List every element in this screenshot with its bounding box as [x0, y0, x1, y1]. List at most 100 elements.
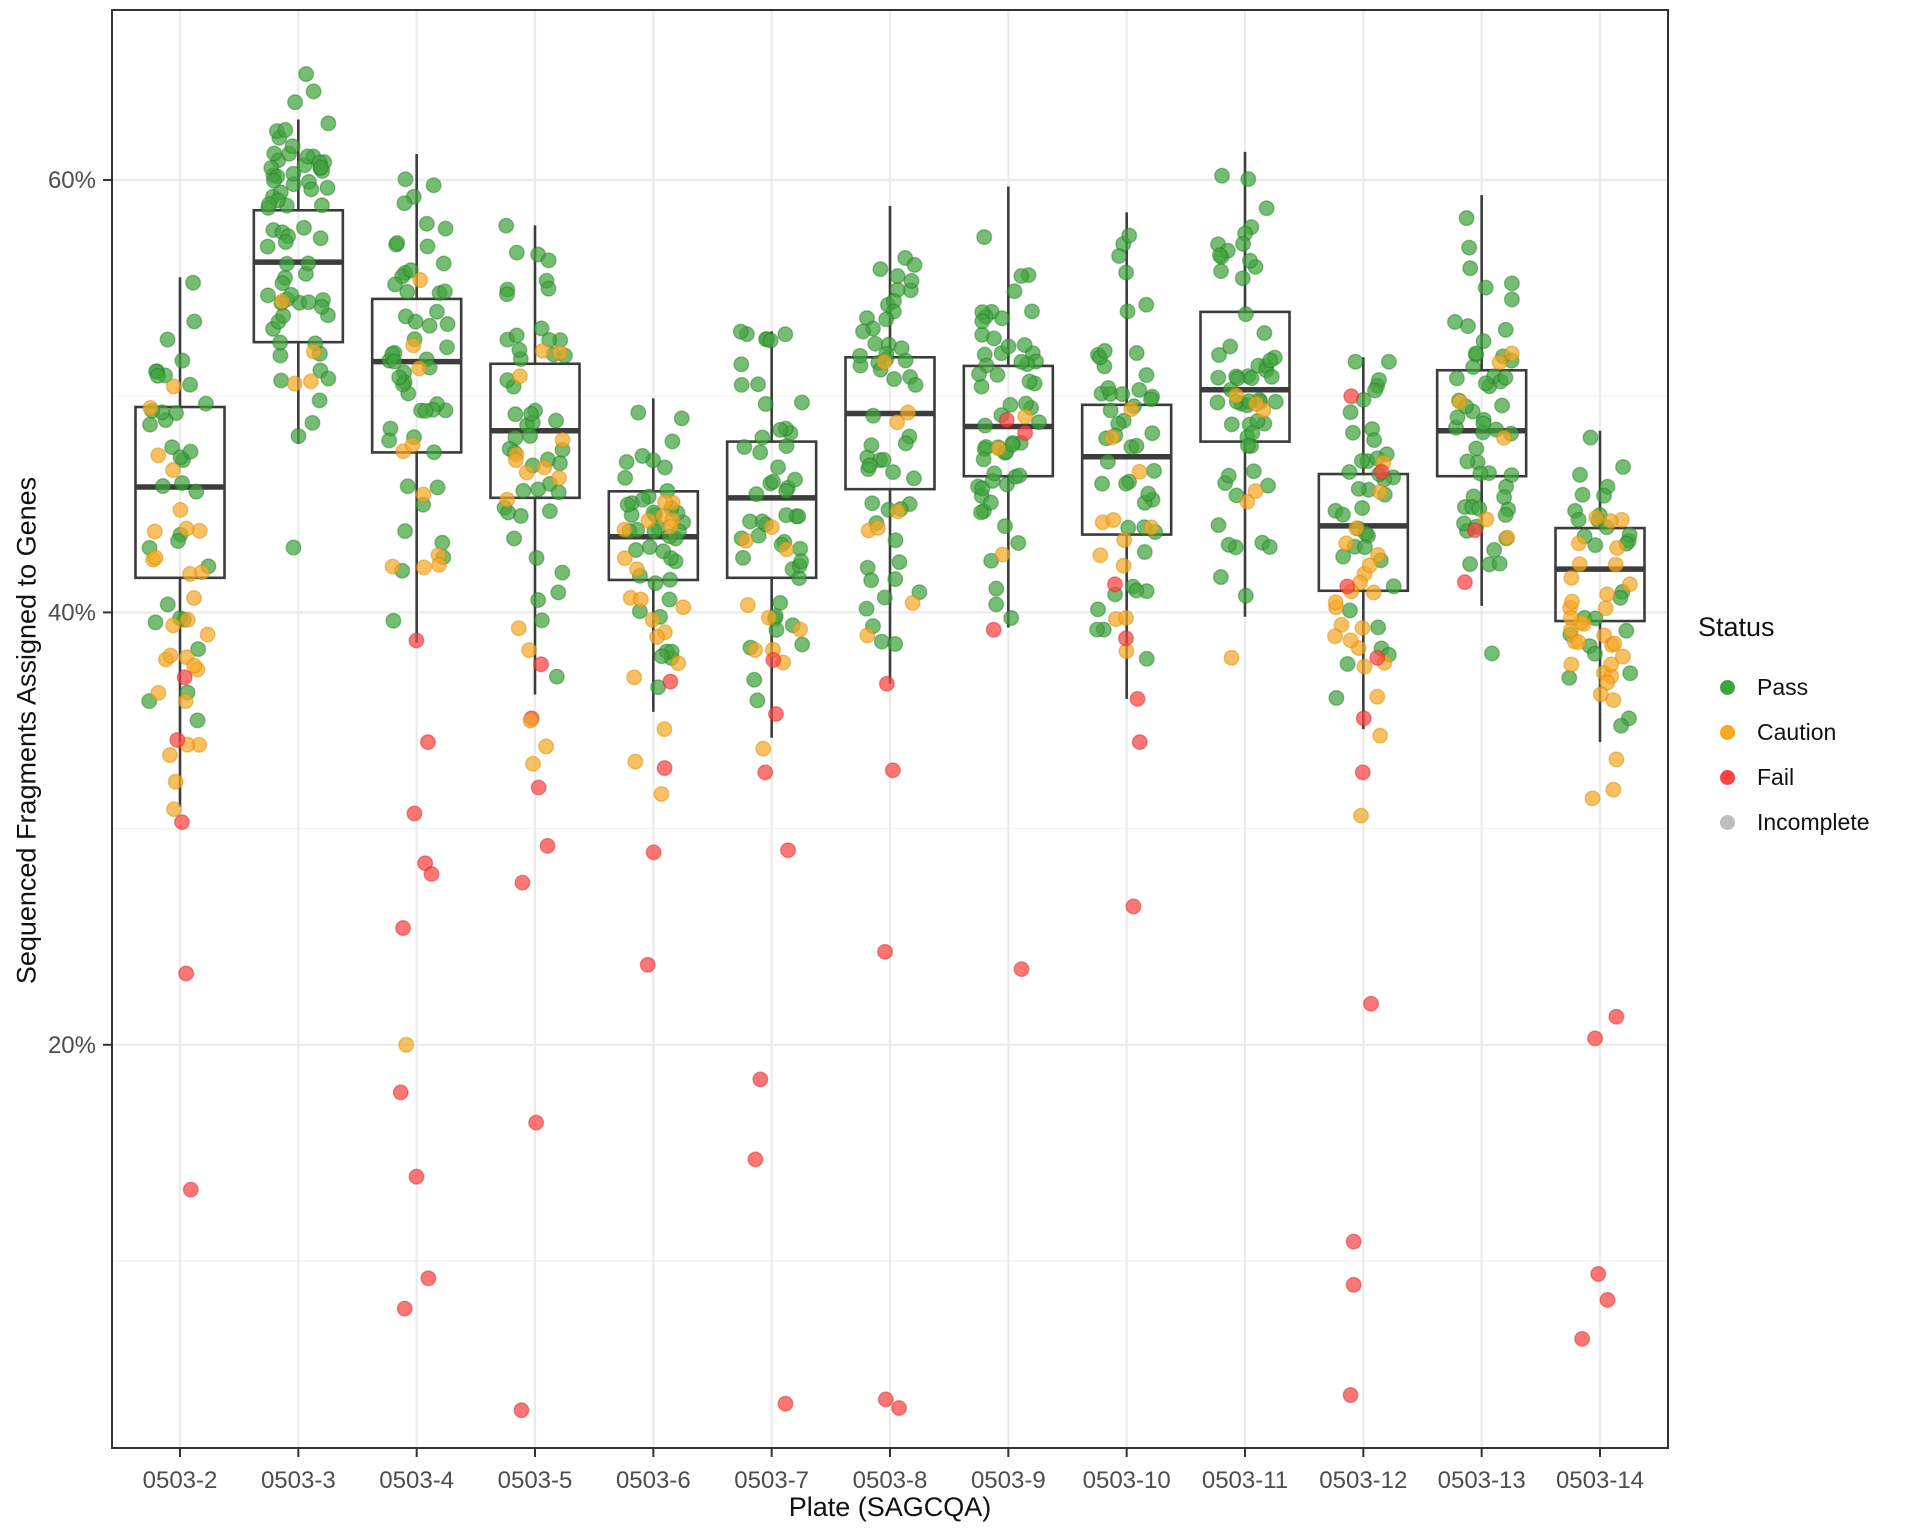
- jitter-point-pass: [1131, 381, 1148, 398]
- jitter-point-pass: [1341, 464, 1358, 481]
- box: [1317, 472, 1410, 593]
- jitter-point-pass: [1146, 462, 1163, 479]
- outlier-point-fail: [1345, 1233, 1362, 1250]
- jitter-point-pass: [778, 507, 795, 524]
- x-tick-label: 0503-10: [1083, 1467, 1171, 1494]
- jitter-point-pass: [1574, 486, 1591, 503]
- jitter-point-pass: [976, 229, 993, 246]
- jitter-point-pass: [971, 366, 988, 383]
- jitter-point-pass: [1031, 414, 1048, 431]
- jitter-point-pass: [863, 437, 880, 454]
- jitter-point-pass: [650, 679, 667, 696]
- outlier-point-fail: [1129, 690, 1146, 707]
- jitter-point-pass: [664, 433, 681, 450]
- jitter-point-pass: [1114, 386, 1131, 403]
- jitter-point-pass: [426, 444, 443, 461]
- outlier-point-fail: [1369, 649, 1386, 666]
- jitter-point-pass: [389, 234, 406, 251]
- jitter-point-pass: [397, 523, 414, 540]
- outlier-point-fail: [513, 1402, 530, 1419]
- outlier-point-caution: [755, 740, 772, 757]
- legend-label-pass: Pass: [1757, 674, 1809, 700]
- jitter-point-pass: [1003, 609, 1020, 626]
- jitter-point-pass: [1468, 440, 1485, 457]
- jitter-point-pass: [260, 196, 277, 213]
- jitter-point-pass: [1100, 379, 1117, 396]
- jitter-point-pass: [1477, 375, 1494, 392]
- jitter-point-pass: [1477, 279, 1494, 296]
- jitter-point-pass: [533, 320, 550, 337]
- jitter-point-pass: [277, 121, 294, 138]
- box: [725, 440, 818, 580]
- jitter-point-caution: [150, 684, 167, 701]
- jitter-point-pass: [1356, 539, 1373, 556]
- jitter-point-pass: [1013, 268, 1030, 285]
- jitter-point-pass: [852, 347, 869, 364]
- jitter-point-caution: [415, 486, 432, 503]
- jitter-point-pass: [311, 392, 328, 409]
- jitter-point-pass: [1471, 500, 1488, 517]
- jitter-point-pass: [511, 341, 528, 358]
- outlier-point-fail: [182, 1181, 199, 1198]
- x-tick-label: 0503-14: [1556, 1467, 1644, 1494]
- outlier-point-fail: [890, 1400, 907, 1417]
- jitter-point-pass: [174, 352, 191, 369]
- jitter-point-pass: [764, 473, 781, 490]
- outlier-point-caution: [627, 753, 644, 770]
- jitter-point-pass: [522, 427, 539, 444]
- jitter-point-pass: [757, 395, 774, 412]
- jitter-point-pass: [742, 513, 759, 530]
- jitter-point-pass: [749, 692, 766, 709]
- jitter-point-pass: [1497, 506, 1514, 523]
- jitter-point-pass: [498, 286, 515, 303]
- jitter-point-caution: [150, 447, 167, 464]
- jitter-point-pass: [673, 410, 690, 427]
- jitter-point-pass: [1503, 275, 1520, 292]
- jitter-point-pass: [733, 356, 750, 373]
- legend-title: Status: [1698, 612, 1775, 642]
- outlier-point-fail: [406, 805, 423, 822]
- jitter-point-caution: [889, 414, 906, 431]
- jitter-point-pass: [1013, 353, 1030, 370]
- jitter-point-caution: [1017, 408, 1034, 425]
- jitter-point-caution: [521, 642, 538, 659]
- jitter-point-caution: [536, 459, 553, 476]
- jitter-point-pass: [508, 327, 525, 344]
- jitter-point-pass: [1347, 353, 1364, 370]
- jitter-point-pass: [1121, 227, 1138, 244]
- jitter-point-caution: [1342, 632, 1359, 649]
- outlier-point-fail: [1456, 574, 1473, 591]
- jitter-point-pass: [1229, 370, 1246, 387]
- outlier-point-fail: [877, 943, 894, 960]
- jitter-point-pass: [736, 439, 753, 456]
- outlier-point-fail: [780, 842, 797, 859]
- jitter-point-pass: [396, 195, 413, 212]
- jitter-point-pass: [1136, 543, 1153, 560]
- outlier-point-caution: [1372, 727, 1389, 744]
- jitter-point-pass: [1002, 396, 1019, 413]
- jitter-point-caution: [534, 342, 551, 359]
- jitter-point-caution: [1592, 686, 1609, 703]
- outlier-point-fail: [539, 837, 556, 854]
- caution-dot-icon: [1720, 725, 1735, 740]
- jitter-point-caution: [739, 597, 756, 614]
- jitter-point-caution: [1570, 535, 1587, 552]
- jitter-point-pass: [385, 612, 402, 629]
- jitter-point-pass: [540, 280, 557, 297]
- outlier-point-pass: [305, 83, 322, 100]
- jitter-point-caution: [747, 641, 764, 658]
- jitter-point-pass: [653, 648, 670, 665]
- jitter-point-caution: [662, 518, 679, 535]
- jitter-point-pass: [1220, 467, 1237, 484]
- box: [252, 208, 345, 344]
- jitter-point-caution: [1116, 531, 1133, 548]
- jitter-point-caution: [1104, 429, 1121, 446]
- jitter-point-caution: [899, 404, 916, 421]
- jitter-point-pass: [1449, 409, 1466, 426]
- outlier-point-fail: [1106, 576, 1123, 593]
- jitter-point-caution: [384, 558, 401, 575]
- jitter-point-caution: [675, 599, 692, 616]
- jitter-point-pass: [1128, 582, 1145, 599]
- outlier-point-fail: [639, 956, 656, 973]
- jitter-point-caution: [405, 337, 422, 354]
